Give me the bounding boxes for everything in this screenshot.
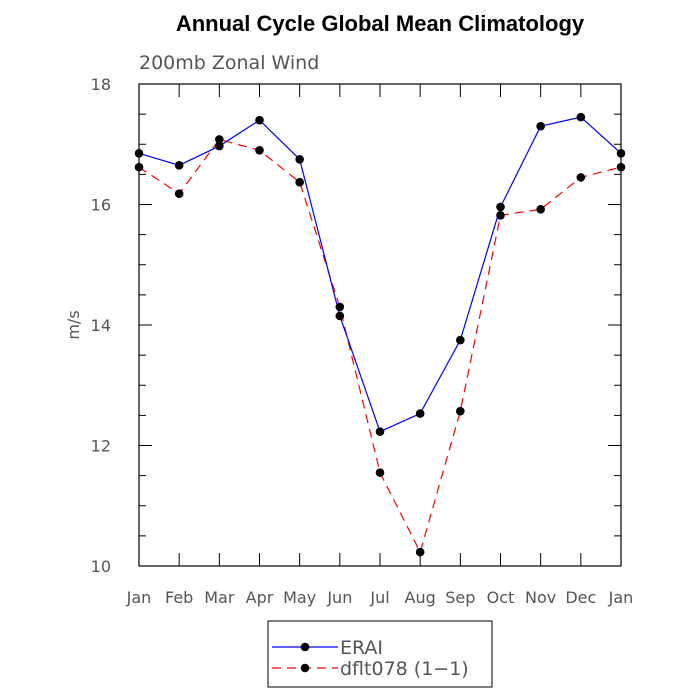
data-point-1 xyxy=(215,135,224,144)
data-point-1 xyxy=(174,189,184,198)
chart-title: Annual Cycle Global Mean Climatology xyxy=(176,11,585,36)
x-tick-label: Feb xyxy=(165,588,193,607)
series-line-0 xyxy=(138,116,622,433)
y-tick-label: 10 xyxy=(91,557,111,576)
data-point-1 xyxy=(255,145,264,155)
data-point-1 xyxy=(335,302,345,312)
legend-label: ERAI xyxy=(340,637,383,659)
x-tick-label: Aug xyxy=(405,588,436,607)
data-point-0 xyxy=(496,202,505,212)
chart-subtitle: 200mb Zonal Wind xyxy=(139,52,319,74)
x-tick-label: Sep xyxy=(445,588,475,607)
data-point-0 xyxy=(295,155,304,164)
legend-label: dflt078 (1−1) xyxy=(340,658,469,680)
x-tick-label: Mar xyxy=(204,588,235,607)
plot-frame xyxy=(138,83,622,567)
series-layer xyxy=(134,112,626,557)
data-point-1 xyxy=(295,177,304,187)
data-point-0 xyxy=(415,409,425,418)
y-tick-labels: 10 12 14 16 18 xyxy=(91,75,111,576)
data-point-0 xyxy=(456,335,465,345)
legend-marker-0 xyxy=(300,642,310,652)
axis-ticks xyxy=(138,83,622,567)
x-tick-label: Jan xyxy=(608,588,634,607)
x-tick-label: Jan xyxy=(126,588,152,607)
x-tick-label: Jul xyxy=(369,588,389,607)
data-point-1 xyxy=(536,205,545,214)
data-point-0 xyxy=(536,121,545,131)
y-tick-label: 18 xyxy=(91,75,111,94)
y-axis-label: m/s xyxy=(64,310,83,339)
x-tick-labels: Jan Feb Mar Apr May Jun Jul Aug Sep Oct Nov Dec Jan xyxy=(126,588,634,607)
data-point-0 xyxy=(576,112,586,122)
data-point-1 xyxy=(576,173,586,182)
data-point-0 xyxy=(335,311,345,321)
data-point-0 xyxy=(375,427,385,436)
data-point-1 xyxy=(415,547,425,557)
y-tick-label: 14 xyxy=(91,316,111,335)
y-tick-label: 12 xyxy=(91,437,111,456)
x-tick-label: May xyxy=(283,588,316,607)
y-tick-label: 16 xyxy=(91,196,111,215)
legend-box xyxy=(267,620,493,688)
x-tick-label: Apr xyxy=(246,588,274,607)
series-line-1 xyxy=(138,138,622,554)
x-tick-label: Nov xyxy=(525,588,556,607)
data-point-1 xyxy=(375,468,385,477)
data-point-0 xyxy=(255,115,264,125)
data-point-1 xyxy=(496,211,505,220)
x-tick-label: Jun xyxy=(326,588,352,607)
data-point-1 xyxy=(456,406,465,416)
data-point-0 xyxy=(174,161,184,170)
x-tick-label: Oct xyxy=(487,588,515,607)
legend-marker-1 xyxy=(300,663,310,673)
data-point-0 xyxy=(215,141,224,151)
x-tick-label: Dec xyxy=(565,588,596,607)
